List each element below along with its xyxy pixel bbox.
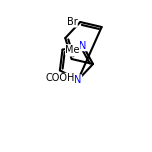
Text: Me: Me: [66, 45, 80, 55]
Text: Br: Br: [66, 46, 77, 56]
Text: Br: Br: [67, 17, 77, 27]
Text: COOH: COOH: [45, 73, 75, 83]
Text: N: N: [74, 75, 82, 85]
Text: N: N: [79, 41, 87, 51]
